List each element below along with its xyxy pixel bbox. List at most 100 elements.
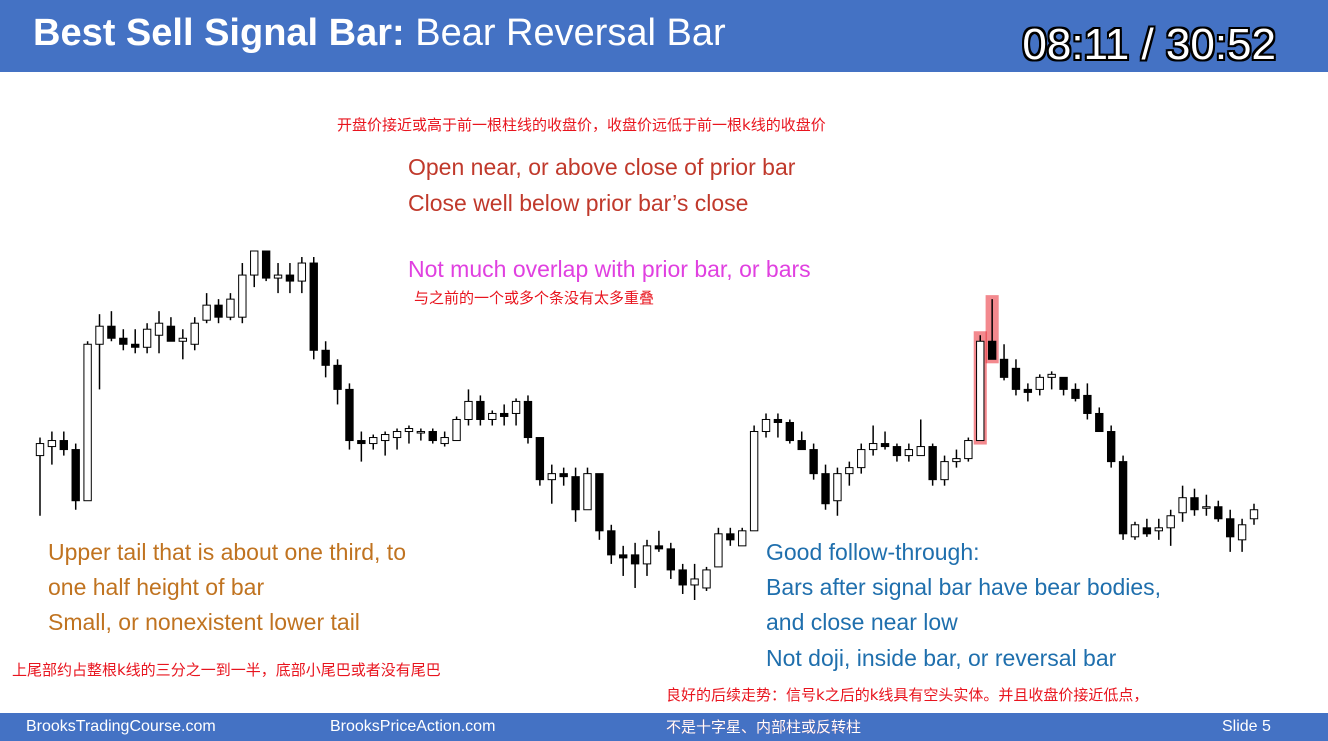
candlestick-bar: [95, 314, 104, 390]
candlestick-bar: [452, 416, 461, 442]
candlestick-bar: [273, 263, 283, 294]
candlestick-bar: [1106, 425, 1116, 468]
note-follow-through-1: Good follow-through:: [766, 539, 980, 565]
note-overlap: Not much overlap with prior bar, or bars: [408, 256, 811, 282]
candlestick-bar: [1142, 518, 1152, 537]
title-bar: [0, 0, 1328, 72]
candlestick-bar: [999, 344, 1009, 381]
candlestick-bar: [1237, 518, 1247, 552]
candlestick-bar: [476, 395, 485, 426]
candlestick-bar: [404, 425, 414, 444]
candlestick-bar: [380, 431, 390, 456]
candlestick-bar: [1190, 488, 1199, 516]
candlestick-bar: [714, 527, 723, 568]
candlestick-bar: [107, 311, 116, 342]
candlestick-bar: [976, 335, 985, 442]
note-open-near: Open near, or above close of prior bar: [408, 154, 796, 180]
candlestick-bar: [428, 428, 437, 444]
candlestick-bar: [1166, 509, 1175, 546]
candlestick-bar: [916, 419, 925, 457]
candlestick-bar: [535, 437, 545, 486]
note-lower-tail: Small, or nonexistent lower tail: [48, 609, 360, 635]
footer-brooks-price-action[interactable]: BrooksPriceAction.com: [330, 718, 496, 735]
note-follow-through-4: Not doji, inside bar, or reversal bar: [766, 645, 1117, 671]
candlestick-bar: [178, 329, 188, 360]
candlestick-bar: [642, 539, 652, 576]
candlestick-bar: [702, 566, 711, 591]
candlestick-bar: [857, 443, 866, 474]
candlestick-bar: [892, 443, 902, 462]
candlestick-bar: [1130, 521, 1140, 540]
note-cn-tail: 上尾部约占整根k线的三分之一到一半，底部小尾巴或者没有尾巴: [12, 661, 441, 679]
candlestick-bar: [369, 434, 378, 450]
candlestick-bar: [1202, 494, 1211, 516]
note-cn-follow-1: 良好的后续走势：信号k之后的k线具有空头实体。并且收盘价接近低点，: [666, 686, 1149, 704]
candlestick-bar: [738, 527, 747, 547]
candlestick-bar: [333, 359, 342, 405]
note-follow-through-2: Bars after signal bar have bear bodies,: [766, 574, 1162, 600]
note-follow-through-3: and close near low: [766, 609, 958, 635]
candlestick-chart: [35, 250, 1259, 600]
candlestick-bar: [880, 431, 890, 450]
candlestick-bar: [190, 317, 199, 351]
candlestick-bar: [964, 437, 973, 462]
note-cn-overlap: 与之前的一个或多个条没有太多重叠: [414, 289, 655, 307]
candlestick-bar: [250, 250, 259, 288]
candlestick-bar: [154, 311, 164, 354]
candlestick-bar: [523, 395, 533, 444]
candlestick-bar: [47, 431, 57, 465]
video-timecode: 08:11 / 30:52: [1022, 20, 1276, 69]
candlestick-bar: [309, 257, 318, 360]
candlestick-bar: [619, 545, 628, 576]
candlestick-bar: [1035, 374, 1044, 396]
candlestick-bar: [547, 464, 556, 504]
slide-title-regular: Bear Reversal Bar: [404, 12, 726, 54]
candlestick-bar: [142, 323, 152, 354]
candlestick-bar: [797, 431, 806, 451]
candlestick-bar: [833, 467, 842, 516]
candlestick-bar: [83, 341, 92, 502]
candlestick-bar: [440, 431, 449, 447]
candlestick-bar: [583, 467, 592, 511]
candlestick-bar: [131, 329, 140, 354]
candlestick-bar: [607, 524, 616, 564]
candlestick-bar: [285, 263, 295, 294]
candlestick-bar: [1214, 500, 1223, 522]
candlestick-bar: [1226, 509, 1235, 552]
candlestick-bar: [952, 449, 961, 468]
candlestick-bar: [166, 317, 176, 342]
candlestick-bar: [321, 341, 330, 378]
candlestick-bar: [511, 398, 521, 426]
candlestick-bar: [1095, 407, 1104, 433]
candlestick-bar: [119, 329, 128, 351]
note-upper-tail-2: one half height of bar: [48, 574, 265, 600]
candlestick-bar: [630, 542, 640, 588]
candlestick-bar: [297, 257, 307, 294]
footer-bar: [0, 713, 1328, 741]
candlestick-bar: [868, 425, 878, 456]
candlestick-bar: [678, 563, 687, 594]
candlestick-bar: [1047, 371, 1056, 390]
note-upper-tail-1: Upper tail that is about one third, to: [48, 539, 406, 565]
candlestick-bar: [1154, 518, 1163, 540]
candlestick-bar: [654, 530, 664, 552]
candlestick-bar: [559, 467, 568, 486]
footer-brooks-trading-course[interactable]: BrooksTradingCourse.com: [26, 718, 216, 735]
candlestick-bar: [464, 389, 473, 426]
footer-slide-number: Slide 5: [1222, 718, 1271, 735]
candlestick-bar: [1011, 359, 1021, 396]
candlestick-bar: [71, 443, 80, 510]
candlestick-bar: [238, 263, 247, 324]
candlestick-bar: [416, 428, 426, 441]
candlestick-bar: [357, 431, 366, 462]
slide-title-bold: Best Sell Signal Bar:: [33, 12, 405, 54]
candlestick-bar: [845, 461, 854, 486]
candlestick-bar: [595, 473, 604, 540]
candlestick-bar: [1249, 503, 1259, 525]
slide-title: Best Sell Signal Bar: Bear Reversal Bar: [33, 12, 726, 55]
note-cn-open-close: 开盘价接近或高于前一根柱线的收盘价，收盘价远低于前一根k线的收盘价: [337, 116, 826, 134]
candlestick-bar: [345, 383, 354, 450]
candlestick-bar: [214, 299, 223, 324]
candlestick-bar: [749, 425, 759, 532]
candlestick-bar: [1059, 376, 1068, 396]
